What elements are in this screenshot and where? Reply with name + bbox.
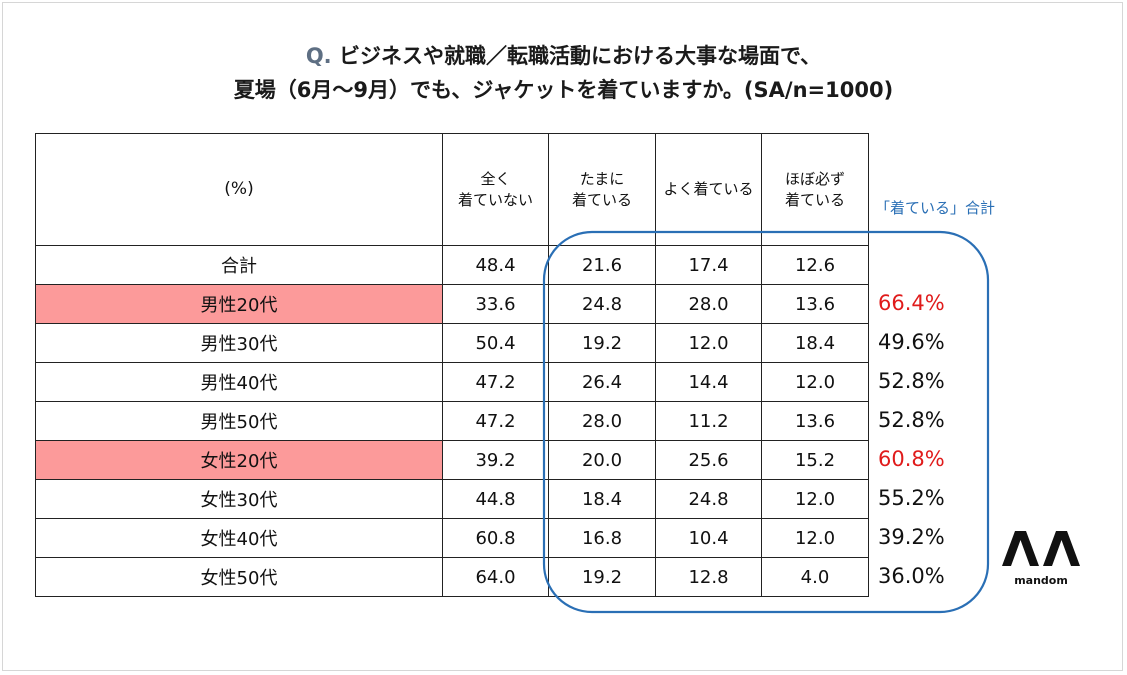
table-body: 合計 48.4 21.6 17.4 12.6 男性20代 33.6 24.8 28.0 13.6 男…	[35, 245, 869, 597]
total-value: 66.4%	[878, 291, 945, 315]
chart-title-line1: Q. ビジネスや就職／転職活動における大事な場面で、	[0, 40, 1127, 70]
table-row: 男性20代 33.6 24.8 28.0 13.6	[35, 284, 869, 324]
row-label: 女性50代	[35, 557, 443, 597]
row-label: 合計	[35, 245, 443, 285]
value-cell: 28.0	[548, 401, 656, 441]
value-cell: 48.4	[442, 245, 549, 285]
table-row: 女性20代 39.2 20.0 25.6 15.2	[35, 440, 869, 480]
value-cell: 21.6	[548, 245, 656, 285]
table-row: 男性40代 47.2 26.4 14.4 12.0	[35, 362, 869, 402]
value-cell: 60.8	[442, 518, 549, 558]
row-label: 男性50代	[35, 401, 443, 441]
column-header: ほぼ必ず 着ている	[761, 133, 869, 246]
row-label: 男性20代	[35, 284, 443, 324]
mandom-logo: mandom	[1000, 528, 1082, 587]
value-cell: 12.0	[761, 518, 869, 558]
value-cell: 12.8	[655, 557, 762, 597]
corner-unit-label: (%)	[35, 133, 443, 246]
total-value: 49.6%	[878, 330, 945, 354]
value-cell: 16.8	[548, 518, 656, 558]
table-header-row: (%) 全く 着ていない たまに 着ている よく着ている ほぼ必ず 着ている	[35, 133, 869, 246]
value-cell: 44.8	[442, 479, 549, 519]
total-value: 60.8%	[878, 447, 945, 471]
total-value: 36.0%	[878, 564, 945, 588]
value-cell: 4.0	[761, 557, 869, 597]
column-header: たまに 着ている	[548, 133, 656, 246]
value-cell: 19.2	[548, 323, 656, 363]
value-cell: 12.0	[761, 362, 869, 402]
row-label: 女性40代	[35, 518, 443, 558]
mandom-logo-text: mandom	[1014, 574, 1068, 587]
table-row: 合計 48.4 21.6 17.4 12.6	[35, 245, 869, 285]
chart-title-line2: 夏場（6月～9月）でも、ジャケットを着ていますか。(SA/n=1000)	[233, 78, 894, 102]
value-cell: 26.4	[548, 362, 656, 402]
value-cell: 47.2	[442, 362, 549, 402]
value-cell: 13.6	[761, 284, 869, 324]
value-cell: 10.4	[655, 518, 762, 558]
value-cell: 14.4	[655, 362, 762, 402]
question-mark-label: Q.	[305, 44, 332, 68]
value-cell: 33.6	[442, 284, 549, 324]
total-value: 52.8%	[878, 408, 945, 432]
value-cell: 12.0	[655, 323, 762, 363]
value-cell: 18.4	[761, 323, 869, 363]
table-row: 女性50代 64.0 19.2 12.8 4.0	[35, 557, 869, 597]
value-cell: 64.0	[442, 557, 549, 597]
value-cell: 12.6	[761, 245, 869, 285]
row-label: 男性30代	[35, 323, 443, 363]
value-cell: 28.0	[655, 284, 762, 324]
value-cell: 24.8	[548, 284, 656, 324]
value-cell: 19.2	[548, 557, 656, 597]
total-value: 52.8%	[878, 369, 945, 393]
value-cell: 18.4	[548, 479, 656, 519]
table-row: 男性30代 50.4 19.2 12.0 18.4	[35, 323, 869, 363]
value-cell: 20.0	[548, 440, 656, 480]
value-cell: 39.2	[442, 440, 549, 480]
chart-title-text: ビジネスや就職／転職活動における大事な場面で、	[331, 44, 822, 68]
table-row: 男性50代 47.2 28.0 11.2 13.6	[35, 401, 869, 441]
value-cell: 13.6	[761, 401, 869, 441]
total-value: 39.2%	[878, 525, 945, 549]
row-label: 男性40代	[35, 362, 443, 402]
value-cell: 24.8	[655, 479, 762, 519]
mandom-logo-icon	[1002, 531, 1080, 566]
total-value: 55.2%	[878, 486, 945, 510]
value-cell: 11.2	[655, 401, 762, 441]
value-cell: 12.0	[761, 479, 869, 519]
table-row: 女性30代 44.8 18.4 24.8 12.0	[35, 479, 869, 519]
value-cell: 25.6	[655, 440, 762, 480]
totals-header: 「着ている」合計	[875, 199, 996, 217]
value-cell: 50.4	[442, 323, 549, 363]
value-cell: 47.2	[442, 401, 549, 441]
value-cell: 17.4	[655, 245, 762, 285]
row-label: 女性20代	[35, 440, 443, 480]
column-header: よく着ている	[655, 133, 762, 246]
row-label: 女性30代	[35, 479, 443, 519]
table-row: 女性40代 60.8 16.8 10.4 12.0	[35, 518, 869, 558]
value-cell: 15.2	[761, 440, 869, 480]
results-table: (%) 全く 着ていない たまに 着ている よく着ている ほぼ必ず 着ている 合計 48…	[35, 133, 869, 597]
column-header: 全く 着ていない	[442, 133, 549, 246]
